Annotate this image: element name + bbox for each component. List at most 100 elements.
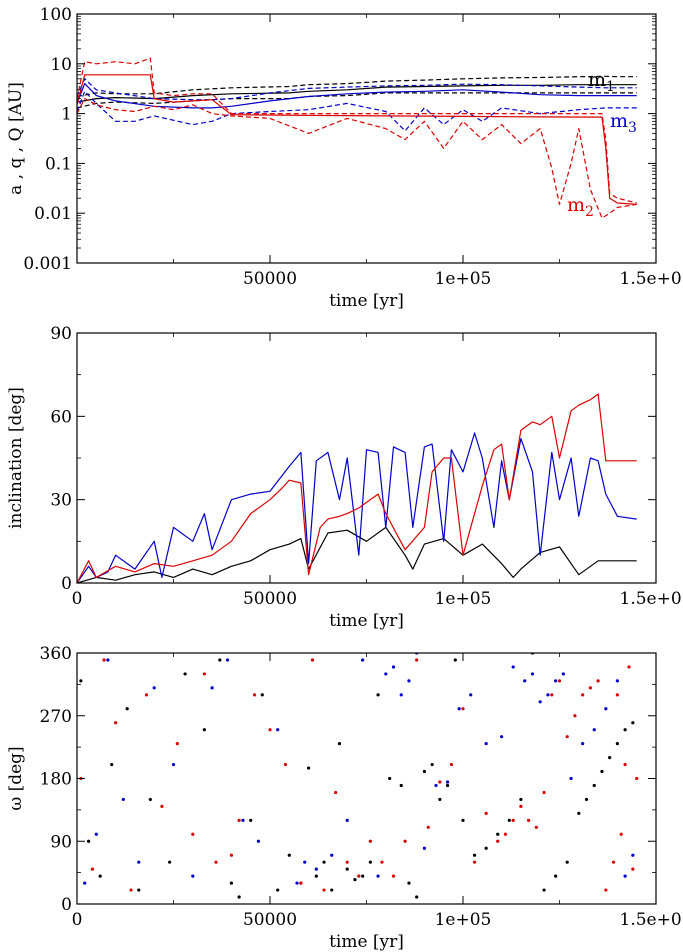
data-point <box>469 693 473 697</box>
data-point <box>627 665 631 669</box>
data-point <box>581 742 585 746</box>
series-line <box>77 92 637 109</box>
data-point <box>237 895 241 899</box>
data-point <box>391 874 396 878</box>
data-point <box>557 679 562 683</box>
data-point <box>268 728 272 732</box>
mass-label-m2: m2 <box>567 194 594 220</box>
x-tick-label: 50000 <box>243 910 297 930</box>
data-point <box>523 679 527 683</box>
plot-frame <box>76 13 657 264</box>
y-axis-label: inclination [deg] <box>6 387 26 529</box>
y-tick-label: 0.1 <box>45 154 72 174</box>
data-point <box>615 693 620 697</box>
data-point <box>461 818 465 822</box>
data-point <box>608 755 612 760</box>
x-axis-label: time [yr] <box>329 291 404 311</box>
data-point <box>337 742 342 746</box>
data-point <box>472 860 477 864</box>
y-tick-label: 30 <box>50 491 72 511</box>
data-point <box>330 888 334 892</box>
data-point <box>561 672 565 676</box>
y-tick-label: 60 <box>50 407 72 427</box>
data-point <box>322 888 326 892</box>
data-point <box>102 658 106 662</box>
x-tick-label: 50000 <box>243 269 297 289</box>
data-point <box>183 672 187 676</box>
data-point <box>376 693 380 697</box>
y-tick-label: 100 <box>40 5 72 25</box>
data-point <box>569 776 573 781</box>
data-point <box>503 832 508 836</box>
series-line <box>77 84 637 103</box>
data-point <box>276 728 280 732</box>
data-point <box>438 797 442 802</box>
data-point <box>218 658 222 662</box>
data-point <box>283 762 288 767</box>
data-point <box>249 818 253 822</box>
y-tick-label: 10 <box>50 55 72 75</box>
series-line <box>77 90 637 132</box>
data-point <box>160 804 164 808</box>
data-point <box>202 728 206 732</box>
data-point <box>345 867 349 871</box>
y-tick-label: 270 <box>40 707 72 727</box>
data-point <box>546 693 550 697</box>
data-point <box>384 672 388 676</box>
data-point <box>430 762 434 767</box>
data-point <box>631 853 635 857</box>
data-point <box>98 874 102 878</box>
data-point <box>307 766 311 770</box>
x-axis-label: time [yr] <box>329 611 404 631</box>
data-point <box>310 658 315 662</box>
data-point <box>295 881 299 885</box>
series-line <box>77 393 637 583</box>
x-axis-label: time [yr] <box>329 932 404 952</box>
data-point <box>615 742 620 746</box>
data-layer <box>77 57 637 219</box>
data-point <box>79 679 83 683</box>
data-point <box>202 672 206 676</box>
data-point <box>148 797 152 802</box>
data-point <box>94 832 98 836</box>
series-line <box>77 57 637 204</box>
data-point <box>445 783 450 788</box>
data-point <box>623 728 627 732</box>
x-tick-label: 1e+05 <box>435 269 492 289</box>
data-point <box>191 874 195 878</box>
data-point <box>210 686 214 690</box>
data-point <box>461 707 465 711</box>
data-point <box>438 780 442 784</box>
series-line <box>77 75 637 98</box>
data-point <box>519 804 523 808</box>
data-point <box>604 888 608 892</box>
data-point <box>449 762 454 767</box>
data-point <box>635 776 639 781</box>
data-point <box>422 846 426 850</box>
data-point <box>527 818 531 822</box>
data-point <box>214 860 218 864</box>
data-point <box>554 874 558 878</box>
data-point <box>368 839 372 843</box>
data-point <box>175 742 179 746</box>
data-point <box>600 769 604 774</box>
data-point <box>171 762 176 767</box>
mass-label-m1: m1 <box>588 69 615 95</box>
data-point <box>152 686 156 690</box>
data-point <box>457 707 461 711</box>
data-point <box>388 776 392 781</box>
data-point <box>615 679 620 683</box>
data-point <box>530 672 535 676</box>
data-layer <box>77 393 637 583</box>
data-point <box>399 693 403 697</box>
data-point <box>581 693 585 697</box>
data-point <box>260 693 264 697</box>
data-point <box>496 839 500 843</box>
data-point <box>90 867 95 871</box>
data-point <box>237 818 241 822</box>
y-tick-label: 90 <box>50 832 72 852</box>
x-tick-label: 1.5e+05 <box>620 269 683 289</box>
data-point <box>511 665 515 669</box>
data-point <box>484 811 488 815</box>
